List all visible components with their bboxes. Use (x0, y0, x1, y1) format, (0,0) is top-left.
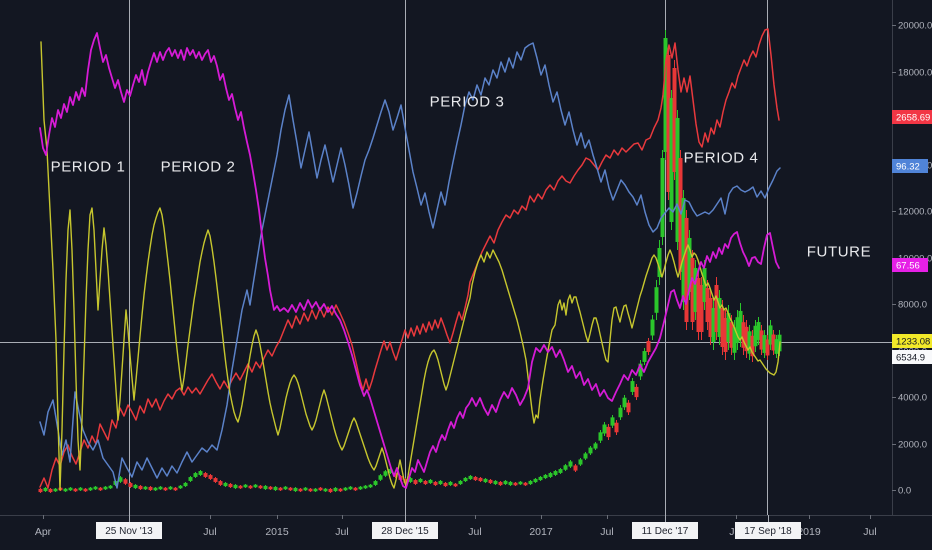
x-tick-label: Apr (35, 526, 52, 538)
last-price-label[interactable] (892, 350, 932, 364)
x-tick-label: Jul (468, 526, 481, 538)
date-marker-label: 25 Nov '13 (105, 526, 153, 537)
blue-line-series[interactable] (39, 42, 781, 489)
magenta-line-series[interactable] (39, 32, 780, 489)
x-tick-label: Jul (600, 526, 613, 538)
label-period-2: PERIOD 2 (160, 158, 236, 176)
last-price-label[interactable] (892, 334, 932, 348)
y-tick-label: 0.0 (898, 486, 911, 497)
last-price-label[interactable] (892, 258, 928, 272)
y-tick-label: 20000.0 (898, 21, 932, 32)
label-period-4: PERIOD 4 (683, 149, 759, 167)
red-line-series[interactable] (39, 28, 780, 489)
candlestick-series[interactable] (38, 30, 782, 493)
last-price-value: 67.56 (896, 261, 920, 272)
last-price-value: 6534.9 (896, 353, 925, 364)
date-marker-box[interactable] (632, 522, 698, 539)
y-tick-label: 4000.0 (898, 393, 927, 404)
yellow-line-series[interactable] (40, 41, 781, 491)
last-price-value: 1233.08 (896, 337, 930, 348)
label-period-3: PERIOD 3 (429, 93, 505, 111)
last-price-value: 96.32 (896, 162, 920, 173)
y-tick-label: 18000.0 (898, 68, 932, 79)
date-marker-label: 11 Dec '17 (642, 526, 689, 537)
date-marker-box[interactable] (372, 522, 438, 539)
y-tick-label: 2000.0 (898, 440, 927, 451)
x-tick-label: Jul (863, 526, 876, 538)
date-marker-box[interactable] (96, 522, 162, 539)
x-tick-label: Jul (335, 526, 348, 538)
x-tick-label: Jul (203, 526, 216, 538)
x-tick-label: 2017 (529, 526, 553, 538)
last-price-value: 2658.69 (896, 113, 930, 124)
date-marker-box[interactable] (735, 522, 801, 539)
y-tick-label: 12000.0 (898, 207, 932, 218)
date-marker-label: 28 Dec '15 (381, 526, 429, 537)
label-period-1: PERIOD 1 (50, 158, 126, 176)
y-tick-label: 8000.0 (898, 300, 927, 311)
date-marker-label: 17 Sep '18 (744, 526, 792, 537)
x-tick-label: 2015 (265, 526, 289, 538)
label-future: FUTURE (806, 243, 872, 261)
last-price-label[interactable] (892, 159, 928, 173)
last-price-label[interactable] (892, 110, 932, 124)
price-axis[interactable]: 20000.018000.016000.014000.012000.010000… (892, 21, 932, 497)
x-tick-label: 2019 (797, 526, 821, 538)
time-axis[interactable]: AprJul2015JulJul2017JulJul2019Jul25 Nov … (35, 515, 877, 539)
